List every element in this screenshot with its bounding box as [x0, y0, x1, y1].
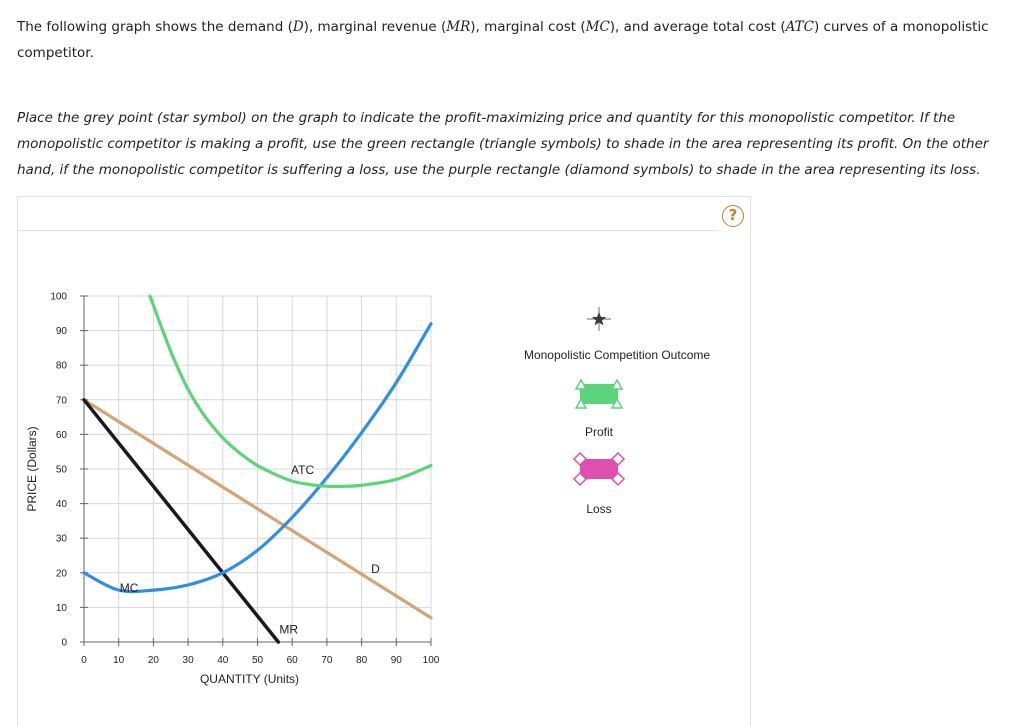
curve-labels: ATC MC MR D	[120, 463, 380, 636]
y-tick-label: 80	[56, 361, 68, 372]
x-tick-label: 70	[321, 655, 333, 666]
star-icon[interactable]	[587, 307, 611, 331]
x-tick-label: 100	[423, 655, 440, 666]
curves	[82, 294, 433, 644]
profit-label: Profit	[584, 425, 613, 439]
graph-chart[interactable]: 0 10 20 30 40 50 60 70 80 90 100 0 10 20 30 40 50 60 70 80 9…	[18, 197, 751, 720]
mr-symbol: MR	[446, 19, 471, 35]
instructions-text: Place the grey point (star symbol) on th…	[17, 110, 989, 178]
atc-curve-label: ATC	[291, 463, 314, 477]
x-tick-label: 20	[148, 655, 160, 666]
loss-label: Loss	[586, 502, 612, 516]
mc-curve[interactable]	[82, 322, 433, 594]
profit-swatch	[580, 384, 618, 404]
axes: 0 10 20 30 40 50 60 70 80 90 100 0 10 20 30 40 50 60 70 80 9…	[25, 292, 440, 687]
grid	[84, 295, 432, 642]
y-tick-label: 100	[50, 292, 67, 303]
demand-symbol: D	[292, 19, 304, 35]
mc-symbol: MC	[585, 19, 610, 35]
x-tick-label: 40	[217, 655, 229, 666]
mr-curve[interactable]	[82, 398, 281, 644]
x-axis-label: QUANTITY (Units)	[200, 672, 299, 686]
atc-symbol: ATC	[785, 19, 814, 35]
y-tick-label: 50	[56, 465, 68, 476]
d-curve[interactable]	[82, 398, 433, 620]
y-tick-label: 30	[56, 534, 68, 545]
graph-panel: ? 0 10 20 30 40 50 60 70 80 90 100 0 10 20 30 40 50 60 70 8…	[17, 196, 751, 726]
y-tick-label: 60	[56, 430, 68, 441]
mc-curve-label: MC	[120, 581, 139, 595]
question-text: The following graph shows the demand (D)…	[17, 19, 989, 61]
x-tick-label: 30	[183, 655, 195, 666]
profit-rectangle-tool[interactable]	[574, 378, 624, 409]
y-tick-label: 90	[56, 326, 68, 337]
x-tick-label: 10	[113, 655, 125, 666]
x-tick-label: 50	[252, 655, 264, 666]
y-tick-label: 10	[56, 603, 68, 614]
d-curve-label: D	[371, 562, 380, 576]
y-tick-label: 20	[56, 568, 68, 579]
mr-curve-label: MR	[279, 622, 298, 636]
panel-header	[18, 197, 718, 231]
diamond-icon	[572, 451, 626, 487]
legend-title: Monopolistic Competition Outcome	[523, 348, 711, 362]
y-axis-label: PRICE (Dollars)	[25, 426, 39, 511]
y-tick-label: 70	[56, 395, 68, 406]
atc-curve[interactable]	[148, 294, 433, 489]
loss-swatch	[580, 459, 618, 479]
x-tick-label: 0	[81, 655, 87, 666]
y-tick-label: 40	[56, 499, 68, 510]
x-tick-label: 60	[287, 655, 299, 666]
triangle-icon	[574, 378, 624, 409]
loss-rectangle-tool[interactable]	[572, 451, 626, 487]
x-tick-label: 90	[391, 655, 403, 666]
help-button[interactable]: ?	[722, 205, 744, 227]
y-tick-label: 0	[61, 638, 67, 649]
x-tick-label: 80	[356, 655, 368, 666]
